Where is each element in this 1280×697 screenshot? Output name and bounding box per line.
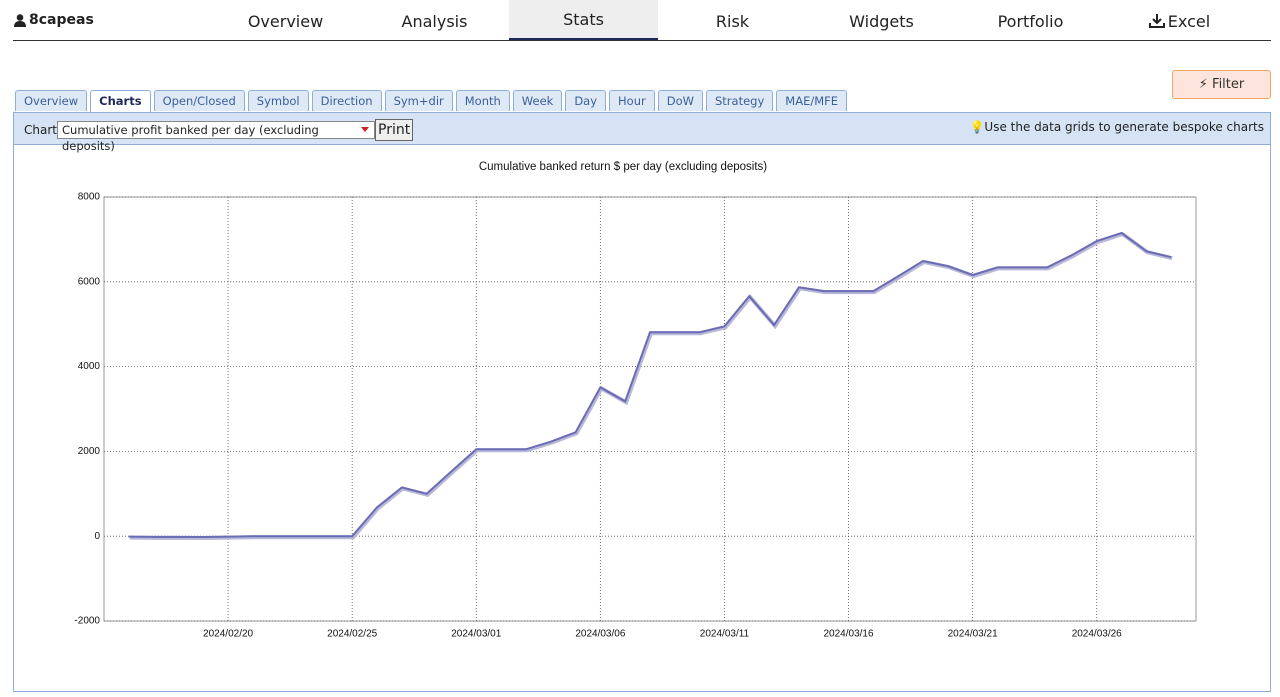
nav-item[interactable]: Overview: [247, 12, 324, 31]
line: [128, 231, 1172, 539]
print-button[interactable]: Print: [375, 119, 414, 141]
hint-text: Use the data grids to generate bespoke c…: [984, 120, 1264, 134]
x-tick-label: 2024/03/16: [824, 629, 874, 640]
toolbar: Chart: Cumulative profit banked per day …: [14, 113, 1270, 153]
x-tick-label: 2024/03/01: [451, 629, 501, 640]
nav-item[interactable]: Stats: [509, 0, 658, 40]
user[interactable]: 8capeas: [14, 12, 94, 28]
filter-button[interactable]: ⚡ Filter: [1172, 70, 1271, 99]
tab[interactable]: Open/Closed: [153, 90, 245, 111]
y-tick-label: 6000: [78, 276, 101, 287]
hint: 💡Use the data grids to generate bespoke …: [969, 120, 1264, 134]
y-tick-label: 4000: [78, 361, 101, 372]
download-icon: [1148, 14, 1165, 28]
x-tick-label: 2024/02/20: [203, 629, 253, 640]
tab[interactable]: Charts: [90, 90, 151, 112]
nav-rule: [13, 40, 1271, 41]
tab[interactable]: Strategy: [706, 90, 774, 111]
tab[interactable]: Hour: [609, 90, 655, 111]
y-tick-label: 2000: [78, 446, 101, 457]
x-tick-label: 2024/03/26: [1072, 629, 1122, 640]
panel: Chart: Cumulative profit banked per day …: [13, 112, 1271, 692]
nav-item[interactable]: Widgets: [849, 12, 914, 31]
chart: Cumulative banked return $ per day (excl…: [74, 161, 1197, 640]
line-shadow: [129, 231, 1173, 541]
tab[interactable]: Month: [455, 90, 510, 111]
tabs: Overview Charts Open/Closed Symbol Direction…: [15, 90, 848, 112]
tab[interactable]: Week: [512, 90, 563, 111]
user-name: 8capeas: [29, 12, 94, 28]
tab[interactable]: DoW: [657, 90, 703, 111]
plot-frame: [103, 196, 1197, 622]
nav-item[interactable]: Risk: [715, 12, 750, 31]
tab[interactable]: MAE/MFE: [776, 90, 848, 111]
filter-label: Filter: [1212, 77, 1245, 92]
nav: Overview Analysis Stats Risk Widgets Portfoli…: [211, 0, 1254, 40]
y-tick-label: 8000: [78, 192, 101, 203]
x-tick-label: 2024/03/06: [575, 629, 625, 640]
nav-item[interactable]: Excel: [1105, 0, 1254, 40]
tab[interactable]: Direction: [311, 90, 382, 111]
x-tick-label: 2024/03/21: [948, 629, 998, 640]
chart-label: Chart:: [24, 123, 62, 137]
tab[interactable]: Day: [565, 90, 607, 111]
tab[interactable]: Overview: [15, 90, 88, 111]
nav-item[interactable]: Portfolio: [997, 12, 1064, 31]
chart-select[interactable]: Cumulative profit banked per day (exclud…: [57, 121, 375, 153]
chart-title: Cumulative banked return $ per day (excl…: [479, 161, 767, 173]
y-tick-label: -2000: [74, 616, 100, 627]
nav-item[interactable]: Analysis: [401, 12, 468, 31]
tab[interactable]: Sym+dir: [384, 90, 453, 111]
tab[interactable]: Symbol: [247, 90, 309, 111]
user-icon: [14, 13, 26, 27]
y-tick-label: 0: [94, 531, 100, 542]
x-tick-label: 2024/02/25: [327, 629, 377, 640]
x-tick-label: 2024/03/11: [700, 629, 750, 640]
